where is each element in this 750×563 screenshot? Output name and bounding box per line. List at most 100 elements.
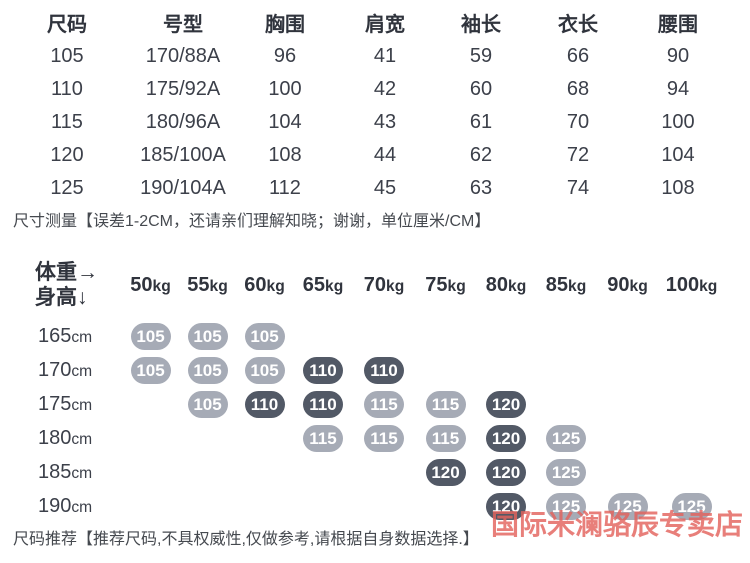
height-row-label: 180cm (38, 426, 93, 449)
size-table-cell: 42 (373, 78, 397, 100)
matrix-row: 185cm 120 120 125 (0, 455, 750, 489)
size-badge: 125 (671, 492, 712, 520)
matrix-cell: 125 (536, 492, 596, 520)
matrix-rows: 165cm 105 105 105 170cm 105 105 105 110 110 175cm 1… (0, 319, 750, 523)
size-table-header-cell: 袖长 (461, 13, 501, 36)
size-table-cell: 105 (50, 45, 84, 67)
matrix-header-row: 体重→ 身高↓ 50kg 55kg 60kg 65kg 70kg 75kg 80kg 85kg… (0, 257, 750, 313)
size-badge: 105 (187, 322, 228, 350)
weight-header-cell: 85kg (545, 273, 587, 296)
matrix-row: 190cm 120 125 125 125 (0, 489, 750, 523)
size-table-cell: 61 (469, 111, 493, 133)
size-badge: 120 (425, 458, 466, 486)
matrix-cell: 105 (179, 356, 236, 384)
size-badge: 105 (187, 356, 228, 384)
size-table-cell: 125 (50, 177, 84, 199)
weight-header-cell: 80kg (485, 273, 527, 296)
matrix-cell: 105 (179, 390, 236, 418)
matrix-cell: 115 (353, 390, 415, 418)
matrix-row: 170cm 105 105 105 110 110 (0, 353, 750, 387)
size-badge: 120 (486, 458, 526, 486)
size-table-header-cell: 衣长 (558, 13, 598, 36)
size-table-cell: 66 (566, 45, 590, 67)
matrix-cell: 115 (353, 424, 415, 452)
size-badge: 125 (546, 458, 586, 486)
size-table-header-cell: 号型 (163, 13, 203, 36)
matrix-cell: 115 (415, 424, 476, 452)
fit-recommendation-matrix: 体重→ 身高↓ 50kg 55kg 60kg 65kg 70kg 75kg 80kg 85kg… (0, 257, 750, 523)
size-table-header-cell: 尺码 (47, 13, 87, 36)
size-table-cell: 41 (373, 45, 397, 67)
size-badge: 110 (303, 356, 343, 384)
size-badge: 110 (244, 390, 285, 418)
matrix-cell: 110 (236, 390, 293, 418)
unit-suffix: kg (568, 277, 587, 295)
size-table-header-cell: 胸围 (265, 13, 305, 36)
height-axis-label: 身高↓ (35, 286, 88, 309)
unit-suffix: kg (266, 277, 285, 295)
size-badge: 125 (546, 424, 586, 452)
size-table-row: 110 175/92A 100 42 60 68 94 (0, 73, 750, 106)
size-table-cell: 59 (469, 45, 493, 67)
size-table-cell: 60 (469, 78, 493, 100)
matrix-cell: 110 (353, 356, 415, 384)
matrix-cell: 125 (536, 424, 596, 452)
unit-suffix: kg (386, 277, 405, 295)
size-badge: 105 (187, 390, 228, 418)
matrix-cell: 105 (236, 322, 293, 350)
size-table-row: 120 185/100A 108 44 62 72 104 (0, 139, 750, 172)
size-table-row: 105 170/88A 96 41 59 66 90 (0, 40, 750, 73)
unit-suffix: kg (152, 277, 171, 295)
size-badge: 105 (244, 356, 285, 384)
size-table-cell: 43 (373, 111, 397, 133)
size-table-cell: 104 (661, 144, 695, 166)
size-badge: 105 (130, 356, 171, 384)
height-row-label: 185cm (38, 460, 93, 483)
size-badge: 120 (486, 424, 526, 452)
matrix-cell: 115 (293, 424, 353, 452)
size-table-header-cell: 腰围 (658, 13, 698, 36)
unit-suffix: kg (209, 277, 228, 295)
unit-suffix: cm (71, 396, 93, 414)
size-table-cell: 74 (566, 177, 590, 199)
unit-suffix: cm (71, 498, 93, 516)
weight-header-cell: 75kg (425, 273, 466, 296)
matrix-cell: 125 (536, 458, 596, 486)
size-table-cell: 62 (469, 144, 493, 166)
size-table-cell: 175/92A (145, 78, 221, 100)
size-table-cell: 96 (273, 45, 297, 67)
matrix-cell: 105 (122, 356, 179, 384)
matrix-cell: 115 (415, 390, 476, 418)
weight-header-cell: 55kg (187, 273, 228, 296)
matrix-cell: 110 (293, 390, 353, 418)
matrix-axis-labels: 体重→ 身高↓ (0, 260, 122, 310)
unit-suffix: kg (325, 277, 344, 295)
unit-suffix: cm (71, 328, 93, 346)
size-table-row: 125 190/104A 112 45 63 74 108 (0, 172, 750, 205)
size-badge: 125 (607, 492, 648, 520)
matrix-cell: 125 (596, 492, 659, 520)
weight-header-cell: 90kg (607, 273, 648, 296)
size-table-cell: 110 (51, 78, 83, 100)
size-badge: 105 (130, 322, 171, 350)
size-badge: 120 (486, 390, 526, 418)
matrix-cell: 120 (476, 390, 536, 418)
size-table-row: 115 180/96A 104 43 61 70 100 (0, 106, 750, 139)
height-row-label: 165cm (38, 324, 93, 347)
size-table-cell: 180/96A (145, 111, 221, 133)
size-table-cell: 44 (373, 144, 397, 166)
height-row-label: 190cm (38, 494, 93, 517)
matrix-cell: 105 (179, 322, 236, 350)
size-table-cell: 104 (268, 111, 302, 133)
matrix-cell: 120 (476, 458, 536, 486)
size-table-cell: 100 (268, 78, 302, 100)
weight-header-cell: 70kg (363, 273, 405, 296)
size-table: 尺码 号型 胸围 肩宽 袖长 衣长 腰围 105 170/88A 96 41 59 66 90 110 175… (0, 0, 750, 205)
size-table-cell: 100 (661, 111, 695, 133)
size-badge: 105 (244, 322, 285, 350)
size-badge: 110 (303, 390, 343, 418)
size-badge: 110 (364, 356, 404, 384)
size-table-cell: 108 (661, 177, 695, 199)
size-table-cell: 112 (269, 177, 301, 199)
matrix-cell: 105 (122, 322, 179, 350)
